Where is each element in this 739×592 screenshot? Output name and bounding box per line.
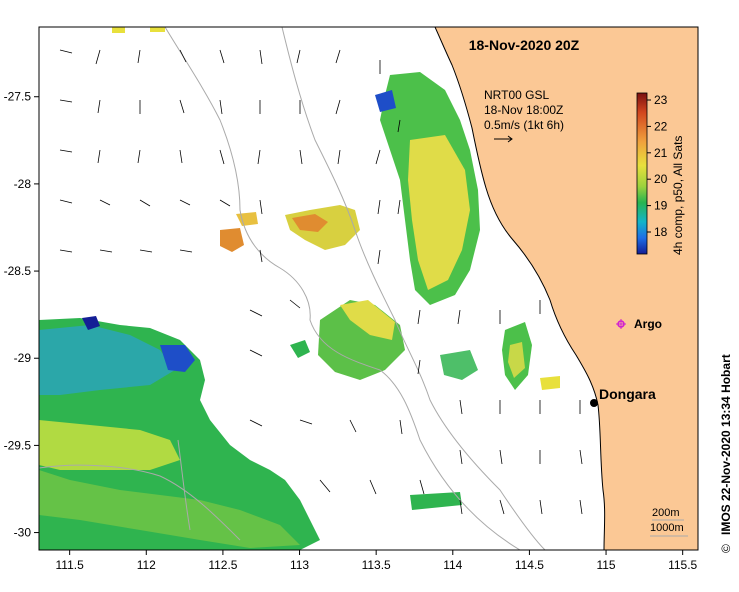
colorbar-tick-label: 18 [654,225,668,239]
colorbar-ramp [636,92,648,255]
colorbar-tick-label: 21 [654,146,668,160]
y-axis: -27.5 -28 -28.5 -29 -29.5 -30 [4,90,39,540]
current-scale-arrow [494,135,513,143]
y-tick-label: -29.5 [4,438,32,452]
x-tick-label: 115.5 [668,558,697,572]
colorbar-tick-label: 23 [654,93,668,107]
dongara-marker [590,399,598,407]
isobath-legend-1000: 1000m [650,522,684,534]
credit-text: IMOS 22-Nov-2020 13:34 Hobart [719,354,733,535]
current-legend-line1: NRT00 GSL [484,88,549,102]
x-tick-label: 114 [443,558,462,572]
colorbar: 23 22 21 20 19 18 4h comp, p50, All Sats [636,92,685,255]
sst-patches [39,27,560,550]
y-tick-label: -28 [14,177,32,191]
map-title: 18-Nov-2020 20Z [469,37,580,53]
current-legend: NRT00 GSL 18-Nov 18:00Z 0.5m/s (1kt 6h) [484,88,564,143]
current-legend-line2: 18-Nov 18:00Z [484,103,563,117]
x-tick-label: 113.5 [362,558,391,572]
x-axis: 111.5 112 112.5 113 113.5 114 114.5 115 115.5 [56,550,698,572]
dongara-label: Dongara [599,386,656,402]
map-plot-area [39,27,698,550]
isobaths [39,27,546,550]
x-tick-label: 115 [596,558,615,572]
colorbar-label: 4h comp, p50, All Sats [671,136,685,255]
x-tick-label: 114.5 [515,558,544,572]
colorbar-ticks: 23 22 21 20 19 18 [647,93,668,239]
argo-label: Argo [634,317,662,331]
plot-frame [38,26,699,551]
colorbar-tick-label: 22 [654,119,668,133]
x-tick-label: 113 [290,558,309,572]
y-tick-label: -30 [14,526,32,540]
colorbar-tick-label: 20 [654,172,668,186]
x-tick-label: 111.5 [56,558,85,572]
current-legend-line3: 0.5m/s (1kt 6h) [484,118,564,132]
y-tick-label: -28.5 [4,264,32,278]
colorbar-tick-label: 19 [654,199,668,213]
isobath-legend-200: 200m [652,507,680,519]
argo-marker [616,319,626,329]
isobath-legend: 200m 1000m [650,507,688,537]
x-tick-label: 112 [137,558,156,572]
y-tick-label: -29 [14,351,32,365]
x-tick-label: 112.5 [208,558,237,572]
current-vectors [59,49,583,515]
land [434,27,698,550]
y-tick-label: -27.5 [4,90,32,104]
copyright-symbol: © [719,544,733,553]
